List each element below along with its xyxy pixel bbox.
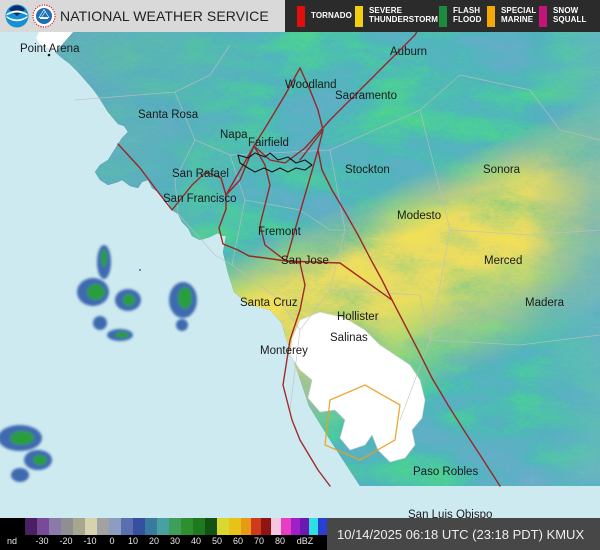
svg-text:Salinas: Salinas — [330, 332, 368, 344]
svg-text:San Rafael: San Rafael — [172, 168, 229, 180]
svg-text:Sacramento: Sacramento — [335, 90, 397, 102]
svg-text:Woodland: Woodland — [285, 79, 337, 91]
svg-text:Santa Cruz: Santa Cruz — [240, 297, 298, 309]
svg-text:Monterey: Monterey — [260, 345, 308, 357]
svg-text:Santa Rosa: Santa Rosa — [138, 109, 199, 121]
svg-text:Fremont: Fremont — [258, 226, 302, 238]
svg-text:Point Arena: Point Arena — [20, 43, 80, 55]
svg-text:San Luis Obispo: San Luis Obispo — [408, 509, 492, 518]
svg-text:Paso Robles: Paso Robles — [413, 466, 478, 478]
svg-text:Napa: Napa — [220, 129, 248, 141]
svg-text:Hollister: Hollister — [337, 311, 379, 323]
svg-text:Merced: Merced — [484, 255, 522, 267]
svg-text:Fairfield: Fairfield — [248, 137, 289, 149]
svg-text:Stockton: Stockton — [345, 164, 390, 176]
svg-text:Modesto: Modesto — [397, 210, 441, 222]
svg-text:Auburn: Auburn — [390, 46, 427, 58]
svg-text:San Francisco: San Francisco — [163, 193, 237, 205]
svg-text:Sonora: Sonora — [483, 164, 521, 176]
svg-text:San Jose: San Jose — [281, 255, 329, 267]
svg-text:Madera: Madera — [525, 297, 565, 309]
